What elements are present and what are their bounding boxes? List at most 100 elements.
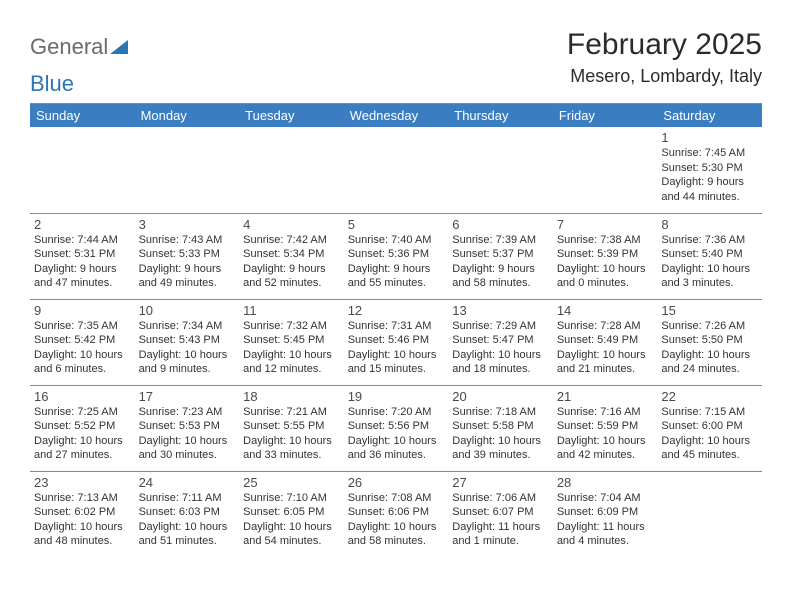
day-info: Sunrise: 7:44 AMSunset: 5:31 PMDaylight:…: [34, 233, 131, 291]
day-cell: 23Sunrise: 7:13 AMSunset: 6:02 PMDayligh…: [30, 471, 135, 557]
day-cell: 27Sunrise: 7:06 AMSunset: 6:07 PMDayligh…: [448, 471, 553, 557]
day-cell: 15Sunrise: 7:26 AMSunset: 5:50 PMDayligh…: [657, 299, 762, 385]
day-header-cell: Tuesday: [239, 104, 344, 127]
day-info: Sunrise: 7:29 AMSunset: 5:47 PMDaylight:…: [452, 319, 549, 377]
calendar-week-row: 2Sunrise: 7:44 AMSunset: 5:31 PMDaylight…: [30, 213, 762, 299]
day-cell: 7Sunrise: 7:38 AMSunset: 5:39 PMDaylight…: [553, 213, 658, 299]
day-number: 5: [348, 217, 445, 232]
calendar-week-row: 9Sunrise: 7:35 AMSunset: 5:42 PMDaylight…: [30, 299, 762, 385]
day-info: Sunrise: 7:04 AMSunset: 6:09 PMDaylight:…: [557, 491, 654, 549]
day-number: 28: [557, 475, 654, 490]
day-number: 22: [661, 389, 758, 404]
day-info: Sunrise: 7:25 AMSunset: 5:52 PMDaylight:…: [34, 405, 131, 463]
day-header-cell: Monday: [135, 104, 240, 127]
day-cell: 8Sunrise: 7:36 AMSunset: 5:40 PMDaylight…: [657, 213, 762, 299]
day-info: Sunrise: 7:13 AMSunset: 6:02 PMDaylight:…: [34, 491, 131, 549]
calendar-week-row: 23Sunrise: 7:13 AMSunset: 6:02 PMDayligh…: [30, 471, 762, 557]
day-info: Sunrise: 7:15 AMSunset: 6:00 PMDaylight:…: [661, 405, 758, 463]
day-info: Sunrise: 7:10 AMSunset: 6:05 PMDaylight:…: [243, 491, 340, 549]
day-info: Sunrise: 7:20 AMSunset: 5:56 PMDaylight:…: [348, 405, 445, 463]
day-cell: 25Sunrise: 7:10 AMSunset: 6:05 PMDayligh…: [239, 471, 344, 557]
empty-cell: [239, 127, 344, 213]
day-number: 18: [243, 389, 340, 404]
day-cell: 22Sunrise: 7:15 AMSunset: 6:00 PMDayligh…: [657, 385, 762, 471]
empty-cell: [553, 127, 658, 213]
day-cell: 16Sunrise: 7:25 AMSunset: 5:52 PMDayligh…: [30, 385, 135, 471]
day-number: 1: [661, 130, 758, 145]
day-cell: 14Sunrise: 7:28 AMSunset: 5:49 PMDayligh…: [553, 299, 658, 385]
day-cell: 21Sunrise: 7:16 AMSunset: 5:59 PMDayligh…: [553, 385, 658, 471]
day-number: 17: [139, 389, 236, 404]
day-cell: 6Sunrise: 7:39 AMSunset: 5:37 PMDaylight…: [448, 213, 553, 299]
day-info: Sunrise: 7:23 AMSunset: 5:53 PMDaylight:…: [139, 405, 236, 463]
day-header-cell: Saturday: [657, 104, 762, 127]
day-info: Sunrise: 7:35 AMSunset: 5:42 PMDaylight:…: [34, 319, 131, 377]
day-info: Sunrise: 7:32 AMSunset: 5:45 PMDaylight:…: [243, 319, 340, 377]
day-info: Sunrise: 7:21 AMSunset: 5:55 PMDaylight:…: [243, 405, 340, 463]
empty-cell: [344, 127, 449, 213]
day-cell: 1Sunrise: 7:45 AMSunset: 5:30 PMDaylight…: [657, 127, 762, 213]
day-cell: 12Sunrise: 7:31 AMSunset: 5:46 PMDayligh…: [344, 299, 449, 385]
empty-cell: [135, 127, 240, 213]
day-number: 7: [557, 217, 654, 232]
day-info: Sunrise: 7:36 AMSunset: 5:40 PMDaylight:…: [661, 233, 758, 291]
day-number: 25: [243, 475, 340, 490]
day-number: 13: [452, 303, 549, 318]
day-cell: 26Sunrise: 7:08 AMSunset: 6:06 PMDayligh…: [344, 471, 449, 557]
day-info: Sunrise: 7:34 AMSunset: 5:43 PMDaylight:…: [139, 319, 236, 377]
logo-word2: Blue: [30, 71, 74, 97]
day-cell: 5Sunrise: 7:40 AMSunset: 5:36 PMDaylight…: [344, 213, 449, 299]
day-cell: 10Sunrise: 7:34 AMSunset: 5:43 PMDayligh…: [135, 299, 240, 385]
day-number: 15: [661, 303, 758, 318]
logo-word1: General: [30, 34, 108, 60]
day-info: Sunrise: 7:26 AMSunset: 5:50 PMDaylight:…: [661, 319, 758, 377]
day-number: 11: [243, 303, 340, 318]
day-header-cell: Wednesday: [344, 104, 449, 127]
day-number: 10: [139, 303, 236, 318]
day-cell: 4Sunrise: 7:42 AMSunset: 5:34 PMDaylight…: [239, 213, 344, 299]
day-info: Sunrise: 7:43 AMSunset: 5:33 PMDaylight:…: [139, 233, 236, 291]
day-info: Sunrise: 7:06 AMSunset: 6:07 PMDaylight:…: [452, 491, 549, 549]
day-number: 8: [661, 217, 758, 232]
day-cell: 13Sunrise: 7:29 AMSunset: 5:47 PMDayligh…: [448, 299, 553, 385]
day-info: Sunrise: 7:40 AMSunset: 5:36 PMDaylight:…: [348, 233, 445, 291]
empty-cell: [448, 127, 553, 213]
day-info: Sunrise: 7:39 AMSunset: 5:37 PMDaylight:…: [452, 233, 549, 291]
day-info: Sunrise: 7:18 AMSunset: 5:58 PMDaylight:…: [452, 405, 549, 463]
day-number: 4: [243, 217, 340, 232]
location-text: Mesero, Lombardy, Italy: [567, 66, 762, 87]
day-number: 3: [139, 217, 236, 232]
day-cell: 24Sunrise: 7:11 AMSunset: 6:03 PMDayligh…: [135, 471, 240, 557]
day-cell: 9Sunrise: 7:35 AMSunset: 5:42 PMDaylight…: [30, 299, 135, 385]
day-number: 24: [139, 475, 236, 490]
day-header-cell: Friday: [553, 104, 658, 127]
day-header-row: SundayMondayTuesdayWednesdayThursdayFrid…: [30, 104, 762, 127]
calendar-week-row: 1Sunrise: 7:45 AMSunset: 5:30 PMDaylight…: [30, 127, 762, 213]
calendar-week-row: 16Sunrise: 7:25 AMSunset: 5:52 PMDayligh…: [30, 385, 762, 471]
logo: General: [30, 34, 128, 60]
day-info: Sunrise: 7:16 AMSunset: 5:59 PMDaylight:…: [557, 405, 654, 463]
day-number: 27: [452, 475, 549, 490]
day-info: Sunrise: 7:45 AMSunset: 5:30 PMDaylight:…: [661, 146, 758, 204]
day-info: Sunrise: 7:31 AMSunset: 5:46 PMDaylight:…: [348, 319, 445, 377]
day-number: 21: [557, 389, 654, 404]
day-cell: 2Sunrise: 7:44 AMSunset: 5:31 PMDaylight…: [30, 213, 135, 299]
day-number: 12: [348, 303, 445, 318]
day-cell: 19Sunrise: 7:20 AMSunset: 5:56 PMDayligh…: [344, 385, 449, 471]
day-number: 14: [557, 303, 654, 318]
day-info: Sunrise: 7:08 AMSunset: 6:06 PMDaylight:…: [348, 491, 445, 549]
calendar-page: General February 2025 Mesero, Lombardy, …: [0, 0, 792, 577]
day-cell: 18Sunrise: 7:21 AMSunset: 5:55 PMDayligh…: [239, 385, 344, 471]
day-number: 23: [34, 475, 131, 490]
day-number: 26: [348, 475, 445, 490]
day-number: 20: [452, 389, 549, 404]
logo-triangle-icon: [110, 40, 128, 54]
page-title: February 2025: [567, 28, 762, 62]
day-header-cell: Sunday: [30, 104, 135, 127]
day-number: 9: [34, 303, 131, 318]
day-number: 16: [34, 389, 131, 404]
day-number: 19: [348, 389, 445, 404]
day-info: Sunrise: 7:42 AMSunset: 5:34 PMDaylight:…: [243, 233, 340, 291]
day-cell: 28Sunrise: 7:04 AMSunset: 6:09 PMDayligh…: [553, 471, 658, 557]
day-header-cell: Thursday: [448, 104, 553, 127]
